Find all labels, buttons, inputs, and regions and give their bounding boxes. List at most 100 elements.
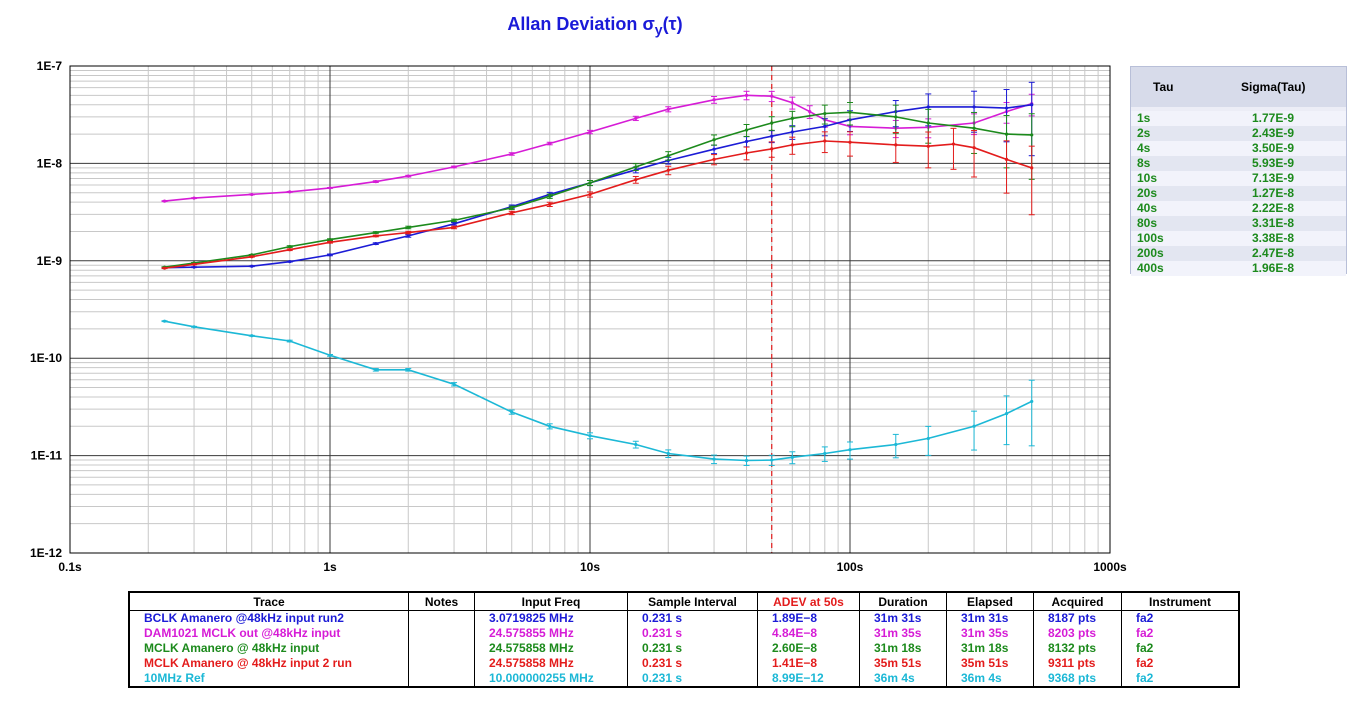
instrument: fa2 bbox=[1121, 656, 1239, 671]
data-point bbox=[972, 105, 976, 109]
tau-value: 20s bbox=[1137, 186, 1158, 200]
data-point bbox=[634, 116, 638, 120]
data-point bbox=[712, 98, 716, 102]
data-point bbox=[548, 202, 552, 206]
instrument: fa2 bbox=[1121, 641, 1239, 656]
data-point bbox=[972, 424, 976, 428]
data-point bbox=[452, 222, 456, 226]
data-point bbox=[192, 262, 196, 266]
data-point bbox=[712, 457, 716, 461]
tau-row: 200s 2.47E-8 bbox=[1131, 246, 1346, 261]
header-acquired: Acquired bbox=[1033, 592, 1122, 611]
data-point bbox=[1030, 133, 1034, 137]
data-point bbox=[288, 248, 292, 252]
tau-value: 1s bbox=[1137, 111, 1151, 125]
data-point bbox=[250, 334, 254, 338]
data-point bbox=[790, 143, 794, 147]
data-point bbox=[894, 115, 898, 119]
series-4 bbox=[161, 319, 1035, 466]
data-point bbox=[712, 147, 716, 151]
tau-value: 2s bbox=[1137, 126, 1151, 140]
data-point bbox=[406, 225, 410, 230]
sigma-value: 1.27E-8 bbox=[1252, 186, 1295, 200]
data-point bbox=[328, 353, 332, 357]
elapsed: 35m 51s bbox=[946, 656, 1034, 671]
data-point bbox=[192, 325, 196, 329]
acquired: 8187 pts bbox=[1033, 610, 1122, 626]
tau-value: 200s bbox=[1137, 246, 1164, 260]
header-notes: Notes bbox=[408, 592, 475, 611]
instrument: fa2 bbox=[1121, 671, 1239, 687]
trace-row: MCLK Amanero @ 48kHz input 2 run 24.57585… bbox=[128, 656, 1239, 671]
data-point bbox=[744, 139, 749, 144]
sigma-value: 2.47E-8 bbox=[1252, 246, 1295, 260]
chart-title: Allan Deviation σy(τ) bbox=[0, 14, 1190, 38]
data-point bbox=[406, 368, 410, 372]
data-point bbox=[823, 139, 827, 143]
trace-notes bbox=[408, 626, 475, 641]
trace-table-header-row: Trace Notes Input Freq Sample Interval A… bbox=[128, 592, 1239, 611]
x-tick-label: 1000s bbox=[1093, 560, 1127, 574]
tau-panel-header: Tau Sigma(Tau) bbox=[1131, 67, 1346, 107]
trace-notes bbox=[408, 610, 475, 626]
tau-row: 40s 2.22E-8 bbox=[1131, 201, 1346, 216]
data-point bbox=[926, 436, 930, 441]
data-point bbox=[374, 180, 378, 184]
tau-value: 100s bbox=[1137, 231, 1164, 245]
sigma-value: 1.77E-9 bbox=[1252, 111, 1295, 125]
data-point bbox=[288, 244, 292, 249]
trace-row: 10MHz Ref 10.000000255 MHz 0.231 s 8.99E−12… bbox=[128, 671, 1239, 687]
data-point bbox=[548, 141, 552, 146]
tau-value: 40s bbox=[1137, 201, 1158, 215]
data-point bbox=[744, 93, 749, 97]
sigma-value: 1.96E-8 bbox=[1252, 261, 1295, 275]
data-point bbox=[848, 110, 852, 114]
tau-row: 100s 3.38E-8 bbox=[1131, 231, 1346, 246]
elapsed: 31m 18s bbox=[946, 641, 1034, 656]
data-point bbox=[712, 157, 716, 161]
data-point bbox=[510, 206, 514, 210]
data-point bbox=[790, 101, 794, 105]
plot-grid bbox=[69, 65, 1111, 554]
data-point bbox=[452, 218, 456, 222]
data-point bbox=[548, 194, 552, 198]
data-point bbox=[1030, 399, 1034, 404]
header-trace: Trace bbox=[128, 592, 409, 611]
data-point bbox=[1004, 411, 1009, 416]
data-point bbox=[972, 126, 976, 130]
duration: 36m 4s bbox=[859, 671, 947, 687]
data-point bbox=[510, 211, 514, 215]
sigma-value: 5.93E-9 bbox=[1252, 156, 1295, 170]
data-point bbox=[374, 368, 378, 372]
trace-table-body: BCLK Amanero @48kHz input run2 3.0719825 … bbox=[128, 610, 1239, 687]
data-point bbox=[588, 434, 592, 438]
data-point bbox=[823, 451, 827, 456]
adev-value: 1.41E−8 bbox=[757, 656, 860, 671]
trace-table: Trace Notes Input Freq Sample Interval A… bbox=[128, 591, 1240, 688]
data-point bbox=[162, 319, 167, 323]
data-point bbox=[1030, 166, 1034, 170]
adev-value: 1.89E−8 bbox=[757, 610, 860, 626]
trace-name: MCLK Amanero @ 48kHz input 2 run bbox=[128, 656, 409, 671]
trace-notes bbox=[408, 656, 475, 671]
tau-value: 8s bbox=[1137, 156, 1151, 170]
data-point bbox=[250, 255, 254, 259]
data-point bbox=[406, 174, 410, 178]
tau-rows: 1s 1.77E-9 2s 2.43E-9 4s 3.50E-9 8s 5.93E-9 10s 7… bbox=[1131, 107, 1346, 276]
sigma-value: 2.22E-8 bbox=[1252, 201, 1295, 215]
tau-row: 1s 1.77E-9 bbox=[1131, 111, 1346, 126]
data-point bbox=[452, 225, 456, 230]
adev-value: 2.60E−8 bbox=[757, 641, 860, 656]
trace-name: DAM1021 MCLK out @48kHz input bbox=[128, 626, 409, 641]
data-point bbox=[926, 105, 930, 109]
chart-title-suffix: (τ) bbox=[662, 14, 683, 34]
data-point bbox=[744, 458, 749, 463]
data-point bbox=[328, 238, 332, 242]
data-point bbox=[510, 410, 514, 414]
data-point bbox=[744, 151, 749, 155]
trace-row: MCLK Amanero @ 48kHz input 24.575858 MHz 0… bbox=[128, 641, 1239, 656]
data-point bbox=[790, 130, 794, 134]
data-point bbox=[452, 165, 456, 169]
elapsed: 31m 35s bbox=[946, 626, 1034, 641]
input-freq: 24.575858 MHz bbox=[474, 656, 628, 671]
